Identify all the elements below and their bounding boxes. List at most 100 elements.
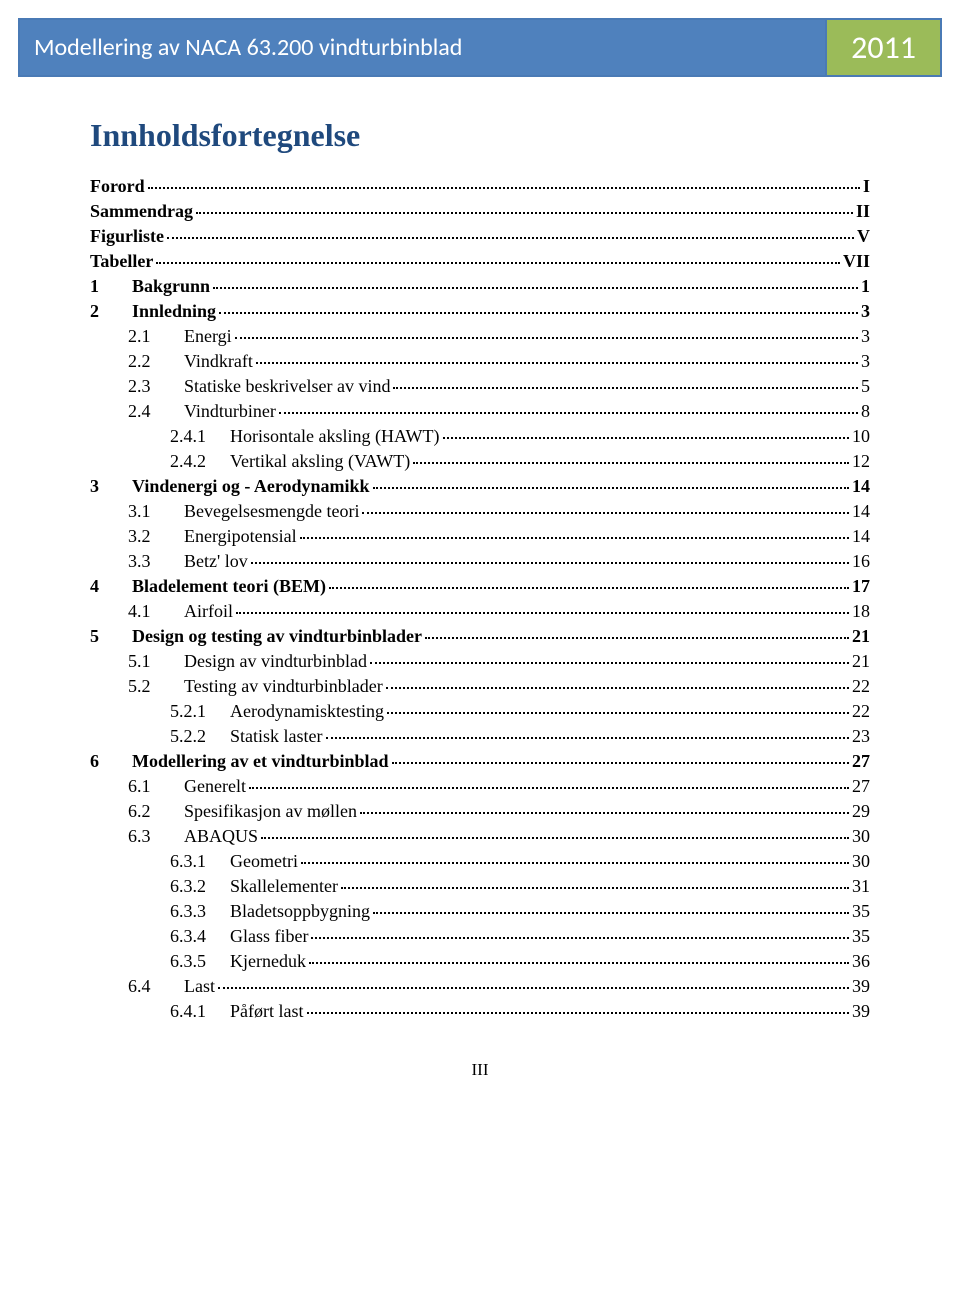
toc-entry-page: 39 [852, 1001, 870, 1022]
toc-entry-label: Tabeller [90, 251, 153, 272]
toc-entry[interactable]: 6.1Generelt 27 [90, 776, 870, 797]
toc-entry-text: Kjerneduk [230, 951, 306, 971]
toc-entry[interactable]: 6.3ABAQUS30 [90, 826, 870, 847]
toc-leader [218, 987, 849, 989]
toc-entry[interactable]: 5.1Design av vindturbinblad 21 [90, 651, 870, 672]
toc-entry[interactable]: 5.2.2Statisk laster23 [90, 726, 870, 747]
toc-entry-label: 5.2Testing av vindturbinblader [128, 676, 383, 697]
toc-entry-page: 29 [852, 801, 870, 822]
toc-leader [219, 312, 858, 314]
toc-entry-text: Betz' lov [184, 551, 248, 571]
toc-entry-text: Generelt [184, 776, 246, 796]
toc-entry-label: 3Vindenergi og - Aerodynamikk [90, 476, 370, 497]
toc-entry-label: 4Bladelement teori (BEM) [90, 576, 326, 597]
toc-leader [307, 1012, 850, 1014]
toc-entry-label: 2.1Energi [128, 326, 232, 347]
toc-entry[interactable]: 2.3Statiske beskrivelser av vind5 [90, 376, 870, 397]
toc-entry[interactable]: 2.4.1Horisontale aksling (HAWT)10 [90, 426, 870, 447]
toc-entry[interactable]: SammendragII [90, 201, 870, 222]
toc-entry-text: Aerodynamisktesting [230, 701, 384, 721]
toc-entry-page: 21 [852, 651, 870, 672]
toc-entry-number: 4 [90, 576, 132, 597]
toc-entry-number: 6.3.1 [170, 851, 230, 872]
toc-entry-label: 6.3.4Glass fiber [170, 926, 308, 947]
toc-entry[interactable]: TabellerVII [90, 251, 870, 272]
toc-entry-number: 2 [90, 301, 132, 322]
toc-entry-page: 14 [852, 501, 870, 522]
toc-entry-number: 2.4.1 [170, 426, 230, 447]
toc-entry[interactable]: 3.3Betz' lov16 [90, 551, 870, 572]
toc-entry[interactable]: FigurlisteV [90, 226, 870, 247]
toc-leader [360, 812, 849, 814]
toc-entry[interactable]: 6.3.2Skallelementer31 [90, 876, 870, 897]
toc-entry[interactable]: 5Design og testing av vindturbinblader21 [90, 626, 870, 647]
toc-entry-text: Sammendrag [90, 201, 193, 221]
toc-leader [393, 387, 858, 389]
toc-entry[interactable]: 3.1Bevegelsesmengde teori14 [90, 501, 870, 522]
toc-leader [326, 737, 850, 739]
toc-entry[interactable]: 6.3.1Geometri 30 [90, 851, 870, 872]
toc-entry[interactable]: 6.3.3Bladetsoppbygning35 [90, 901, 870, 922]
toc-entry-number: 6.2 [128, 801, 184, 822]
toc-leader [167, 237, 854, 239]
toc-leader [387, 712, 849, 714]
toc-leader [370, 662, 849, 664]
toc-entry[interactable]: 5.2Testing av vindturbinblader22 [90, 676, 870, 697]
toc-entry-label: 3.3Betz' lov [128, 551, 248, 572]
toc-entry-page: 22 [852, 701, 870, 722]
toc-entry[interactable]: 1Bakgrunn1 [90, 276, 870, 297]
toc-entry-number: 4.1 [128, 601, 184, 622]
toc-entry-text: Påført last [230, 1001, 304, 1021]
toc-leader [301, 862, 849, 864]
toc-entry-number: 2.2 [128, 351, 184, 372]
toc-entry-number: 3 [90, 476, 132, 497]
toc-leader [279, 412, 858, 414]
toc-entry[interactable]: 6.3.5Kjerneduk36 [90, 951, 870, 972]
toc-entry-page: 31 [852, 876, 870, 897]
toc-entry-page: 3 [861, 351, 870, 372]
toc-entry[interactable]: 2Innledning3 [90, 301, 870, 322]
toc-entry-page: 1 [861, 276, 870, 297]
toc-entry-page: 17 [852, 576, 870, 597]
toc-entry[interactable]: 6.2Spesifikasjon av møllen29 [90, 801, 870, 822]
toc-entry-page: 39 [852, 976, 870, 997]
toc-entry[interactable]: 6Modellering av et vindturbinblad27 [90, 751, 870, 772]
toc-entry-number: 2.3 [128, 376, 184, 397]
toc-entry-text: Vindkraft [184, 351, 253, 371]
toc-entry-text: Energipotensial [184, 526, 297, 546]
toc-leader [413, 462, 849, 464]
toc-entry[interactable]: 2.2Vindkraft 3 [90, 351, 870, 372]
toc-entry[interactable]: 2.1Energi3 [90, 326, 870, 347]
toc-entry[interactable]: 3Vindenergi og - Aerodynamikk14 [90, 476, 870, 497]
toc-entry[interactable]: 6.4Last39 [90, 976, 870, 997]
toc-entry-label: 5.1Design av vindturbinblad [128, 651, 367, 672]
toc-entry-label: Forord [90, 176, 145, 197]
toc-entry[interactable]: 4Bladelement teori (BEM) 17 [90, 576, 870, 597]
toc-entry-text: Skallelementer [230, 876, 338, 896]
toc-entry-number: 6.1 [128, 776, 184, 797]
toc-entry-page: 27 [852, 776, 870, 797]
toc-entry[interactable]: 2.4.2Vertikal aksling (VAWT)12 [90, 451, 870, 472]
toc-entry-label: 2.3Statiske beskrivelser av vind [128, 376, 390, 397]
toc-entry[interactable]: 3.2Energipotensial14 [90, 526, 870, 547]
toc-entry-text: Geometri [230, 851, 298, 871]
toc-entry-page: 30 [852, 851, 870, 872]
toc-entry-label: Sammendrag [90, 201, 193, 222]
toc-entry-label: 6.3.3Bladetsoppbygning [170, 901, 370, 922]
toc-entry-number: 3.2 [128, 526, 184, 547]
toc-entry[interactable]: 4.1Airfoil18 [90, 601, 870, 622]
toc-entry[interactable]: 6.4.1Påført last39 [90, 1001, 870, 1022]
toc-title: Innholdsfortegnelse [90, 117, 870, 154]
toc-entry-number: 5.2.1 [170, 701, 230, 722]
toc-entry[interactable]: 5.2.1Aerodynamisktesting 22 [90, 701, 870, 722]
toc-entry-label: 6Modellering av et vindturbinblad [90, 751, 389, 772]
toc-entry-label: 2.4.2Vertikal aksling (VAWT) [170, 451, 410, 472]
toc-entry-text: Bevegelsesmengde teori [184, 501, 359, 521]
toc-entry-text: Design av vindturbinblad [184, 651, 367, 671]
toc-entry-label: 4.1Airfoil [128, 601, 233, 622]
toc-leader [443, 437, 849, 439]
toc-entry[interactable]: ForordI [90, 176, 870, 197]
toc-entry[interactable]: 2.4Vindturbiner8 [90, 401, 870, 422]
toc-entry[interactable]: 6.3.4Glass fiber35 [90, 926, 870, 947]
toc-entry-text: Statisk laster [230, 726, 323, 746]
